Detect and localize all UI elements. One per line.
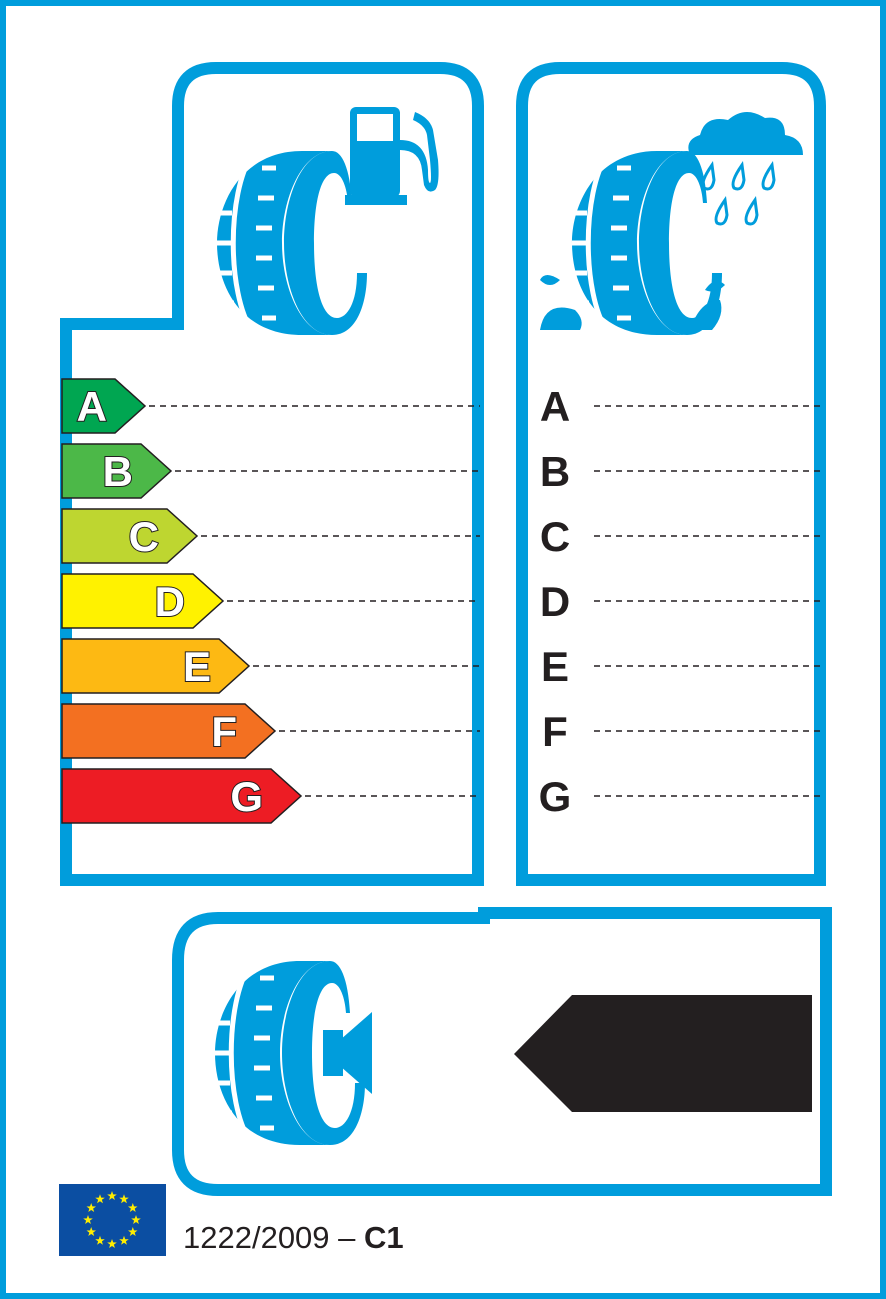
- rating-arrow: [61, 508, 199, 564]
- fuel-rating-D: D: [61, 573, 480, 629]
- star-icon: [107, 1191, 117, 1200]
- splash-icon: [540, 275, 725, 330]
- rating-letter: A: [77, 383, 107, 430]
- rating-arrow: [61, 638, 251, 694]
- star-icon: [86, 1203, 96, 1212]
- noise-panel: [172, 907, 832, 1196]
- rating-letter: A: [540, 383, 570, 430]
- rating-letter: E: [541, 643, 569, 690]
- eu-flag-icon: [59, 1184, 166, 1256]
- wet-grip-rating-E: E: [541, 643, 822, 690]
- star-icon: [128, 1203, 138, 1212]
- wet-grip-rating-C: C: [540, 513, 822, 560]
- tyre-icon: [217, 151, 367, 335]
- star-icon: [128, 1227, 138, 1236]
- fuel-rating-B: B: [61, 443, 480, 499]
- star-icon: [119, 1194, 129, 1204]
- tyre-icon: [572, 151, 722, 335]
- rating-letter: G: [230, 773, 263, 820]
- rating-arrow: [61, 703, 277, 759]
- fuel-rating-G: G: [61, 768, 480, 824]
- rating-arrow: [61, 378, 147, 434]
- rating-arrow: [61, 768, 303, 824]
- star-icon: [119, 1235, 129, 1245]
- star-icon: [95, 1194, 105, 1204]
- rating-letter: B: [103, 448, 133, 495]
- rating-letter: B: [540, 448, 570, 495]
- noise-level-arrow: [514, 995, 812, 1112]
- fuel-rating-C: C: [61, 508, 480, 564]
- star-icon: [86, 1227, 96, 1236]
- fuel-pump-icon: [345, 107, 439, 205]
- star-icon: [131, 1215, 141, 1224]
- fuel-rating-F: F: [61, 703, 480, 759]
- rating-letter: C: [129, 513, 159, 560]
- rating-letter: G: [539, 773, 572, 820]
- regulation-number: 1222/2009 –: [183, 1220, 365, 1255]
- rating-letter: C: [540, 513, 570, 560]
- speaker-icon: [323, 1012, 372, 1094]
- star-icon: [83, 1215, 93, 1224]
- fuel-rating-A: A: [61, 378, 480, 434]
- star-icon: [107, 1239, 117, 1248]
- rain-cloud-icon: [688, 111, 803, 226]
- wet-grip-rating-B: B: [540, 448, 822, 495]
- wet-grip-rating-A: A: [540, 383, 822, 430]
- fuel-efficiency-panel: [60, 62, 484, 886]
- star-icon: [95, 1235, 105, 1245]
- fuel-rating-E: E: [61, 638, 480, 694]
- rating-arrow: [61, 573, 225, 629]
- tyre-class: C1: [364, 1220, 404, 1255]
- rating-letter: D: [540, 578, 570, 625]
- rating-arrow: [61, 443, 173, 499]
- wet-grip-rating-G: G: [539, 773, 822, 820]
- wet-grip-panel: [516, 62, 826, 886]
- wet-grip-rating-F: F: [542, 708, 822, 755]
- rating-letter: E: [183, 643, 211, 690]
- rating-letter: D: [155, 578, 185, 625]
- regulation-text: 1222/2009 – C1: [183, 1220, 404, 1256]
- rating-letter: F: [211, 708, 237, 755]
- rating-letter: F: [542, 708, 568, 755]
- wet-grip-rating-D: D: [540, 578, 822, 625]
